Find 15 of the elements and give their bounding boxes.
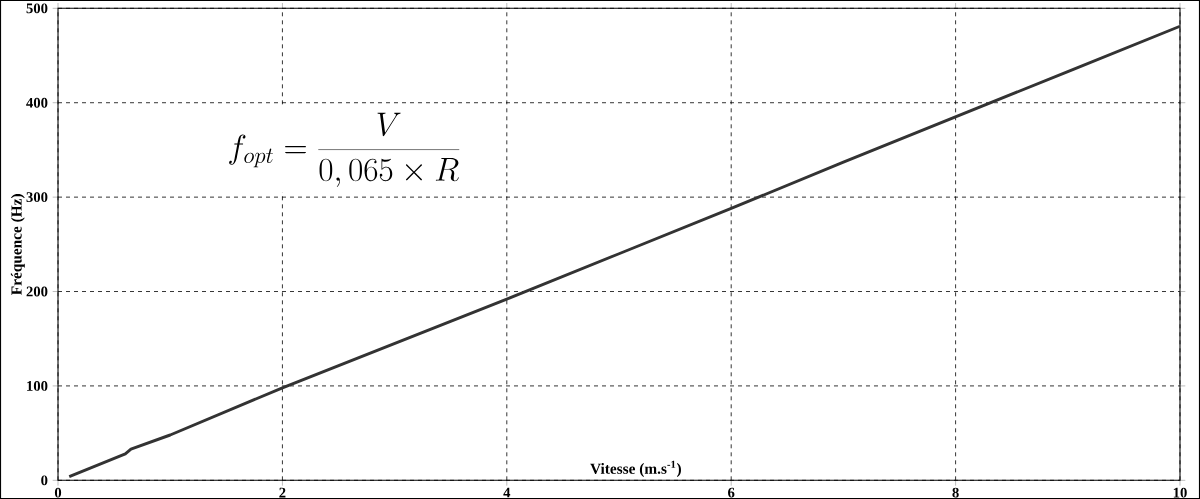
x-tick-label: 2 xyxy=(279,487,286,498)
annotation: $f_{opt} = \frac{V}{0,065\times R}$ xyxy=(229,112,460,188)
y-axis-title: Fréquence (Hz) xyxy=(10,194,25,295)
y-tick-label: 500 xyxy=(26,3,48,14)
y-tick-label: 400 xyxy=(26,97,48,108)
y-tick-label: 0 xyxy=(41,475,48,486)
x-tick-label: 4 xyxy=(503,487,511,498)
y-tick-label: 100 xyxy=(27,380,48,391)
y-tick-label: 300 xyxy=(26,192,48,203)
x-tick-label: 6 xyxy=(728,487,735,498)
x-axis-title: Vitesse (m.s$^{-1}$) xyxy=(590,460,681,477)
x-tick-label: 10 xyxy=(1173,487,1187,498)
x-tick-label: 8 xyxy=(952,487,959,498)
y-tick-label: 200 xyxy=(26,286,48,297)
x-tick-label: 0 xyxy=(54,487,62,498)
